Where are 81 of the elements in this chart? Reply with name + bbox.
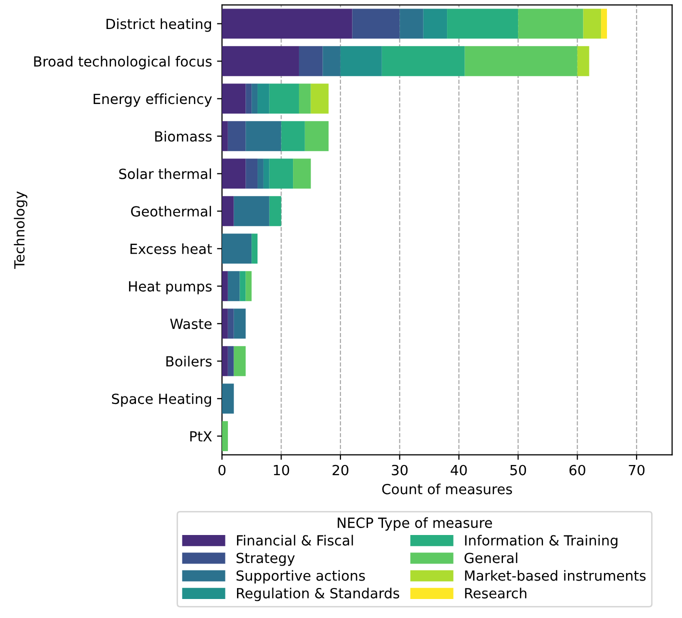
bar — [222, 158, 246, 189]
bar — [222, 196, 234, 226]
y-tick-label: Excess heat — [130, 243, 212, 254]
y-tick-label: Geothermal — [131, 206, 211, 217]
bar — [258, 84, 270, 114]
bar — [298, 84, 311, 114]
bar — [601, 8, 607, 39]
legend-label: Supportive actions — [236, 570, 365, 584]
legend-label: General — [464, 552, 518, 564]
y-tick-label: PtX — [190, 431, 212, 442]
bar — [269, 158, 294, 189]
bar — [228, 271, 240, 302]
bar — [222, 46, 299, 76]
y-tick-label: Biomass — [155, 130, 212, 142]
bar — [222, 8, 352, 39]
bar — [322, 46, 340, 76]
y-axis-title: Technology — [14, 191, 28, 269]
bar — [234, 308, 246, 339]
bar — [246, 271, 252, 302]
bar — [447, 8, 518, 39]
x-tick-label: 50 — [510, 464, 526, 476]
y-tick-label: Heat pumps — [129, 281, 212, 294]
bar — [281, 121, 305, 152]
y-tick-label: Space Heating — [112, 393, 211, 407]
y-tick-label: Energy efficiency — [94, 93, 212, 107]
bar — [304, 121, 329, 152]
bar — [222, 234, 252, 264]
legend-label: Market-based instruments — [465, 570, 646, 581]
bar — [298, 46, 323, 76]
legend-label: Regulation & Standards — [237, 588, 400, 602]
y-tick-label: Waste — [170, 318, 212, 330]
bar — [228, 121, 246, 152]
bar — [234, 196, 270, 226]
x-tick-label: 20 — [332, 464, 348, 476]
bar — [269, 84, 299, 114]
bar — [228, 308, 234, 339]
legend-label: Information & Training — [465, 534, 618, 548]
legend-label: Research — [465, 588, 526, 598]
bar — [222, 271, 228, 302]
legend-label: Strategy — [236, 552, 295, 566]
y-tick-label: Boilers — [166, 356, 212, 367]
bar — [228, 346, 234, 376]
x-axis-title: Count of measures — [382, 484, 512, 494]
bar — [222, 421, 228, 452]
bar — [382, 46, 465, 76]
bar — [222, 121, 228, 152]
bar — [222, 84, 246, 114]
bar — [258, 158, 264, 189]
bar — [234, 346, 246, 376]
x-tick-label: 30 — [392, 464, 408, 476]
bar — [583, 8, 602, 39]
legend-title: NECP Type of measure — [338, 517, 492, 531]
bar — [263, 158, 270, 189]
bar — [423, 8, 448, 39]
bar — [269, 196, 282, 226]
bar — [464, 46, 578, 76]
bar — [222, 308, 228, 339]
x-tick-label: 40 — [450, 464, 467, 476]
bar — [252, 84, 258, 114]
bar — [293, 158, 311, 189]
y-tick-label: District heating — [106, 18, 212, 32]
bar — [246, 121, 282, 152]
bar — [577, 46, 590, 76]
bar — [240, 271, 246, 302]
x-tick-label: 60 — [569, 464, 586, 476]
bar — [340, 46, 382, 76]
x-tick-label: 0 — [218, 464, 226, 476]
x-tick-label: 10 — [274, 464, 290, 476]
bar — [222, 346, 228, 376]
bar — [252, 234, 258, 264]
bar — [400, 8, 424, 39]
y-tick-label: Solar thermal — [119, 168, 211, 180]
bar — [352, 8, 400, 39]
bar — [246, 158, 258, 189]
y-tick-label: Broad technological focus — [34, 56, 212, 70]
bar — [246, 84, 252, 114]
bar — [518, 8, 584, 39]
bar — [222, 384, 234, 414]
x-tick-label: 70 — [628, 464, 644, 476]
bar — [310, 84, 329, 114]
legend-label: Financial & Fiscal — [237, 534, 353, 546]
